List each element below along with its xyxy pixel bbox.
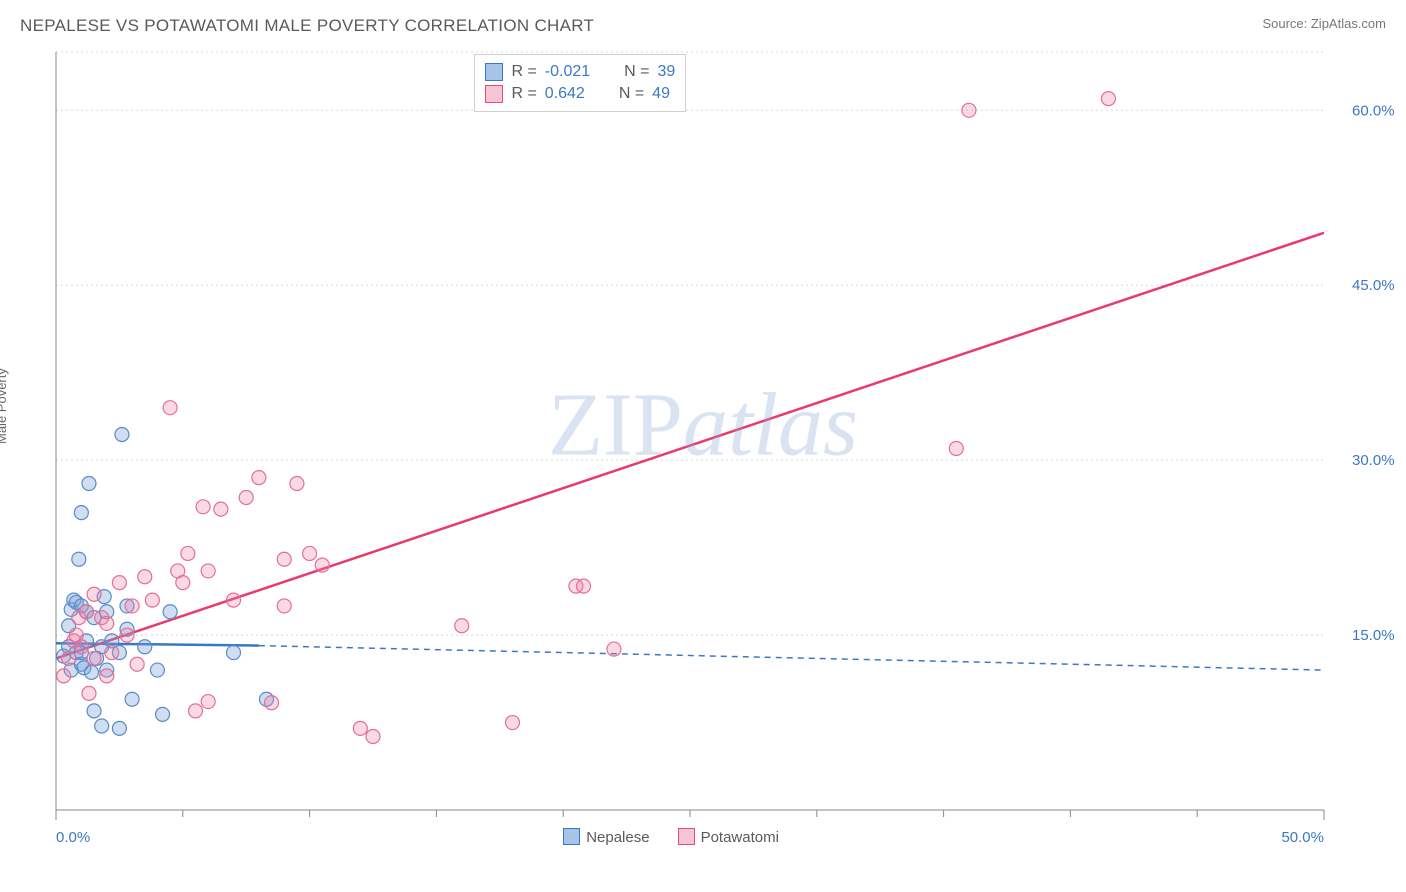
stat-row: R = -0.021N = 39 [485,61,675,83]
series-swatch [563,828,580,845]
correlation-stats-box: R = -0.021N = 39R = 0.642N = 49 [474,54,686,112]
svg-text:60.0%: 60.0% [1352,102,1394,119]
stat-row: R = 0.642N = 49 [485,83,675,105]
y-axis-title: Male Poverty [0,368,9,444]
chart-title: NEPALESE VS POTAWATOMI MALE POVERTY CORR… [20,16,594,36]
svg-text:0.0%: 0.0% [56,829,90,846]
svg-text:45.0%: 45.0% [1352,277,1394,294]
svg-text:15.0%: 15.0% [1352,627,1394,644]
scatter-plot: 15.0% 30.0% 45.0% 60.0% 0.0% 50.0% [12,44,1394,872]
series-swatch [485,85,503,103]
series-legend: Nepalese Potawatomi [563,828,779,846]
svg-text:50.0%: 50.0% [1281,829,1324,846]
series-swatch [485,63,503,81]
source-link[interactable]: ZipAtlas.com [1311,16,1386,31]
legend-item: Potawatomi [678,828,779,846]
legend-item: Nepalese [563,828,649,846]
svg-text:30.0%: 30.0% [1352,452,1394,469]
source-label: Source: ZipAtlas.com [1262,16,1386,31]
series-swatch [678,828,695,845]
